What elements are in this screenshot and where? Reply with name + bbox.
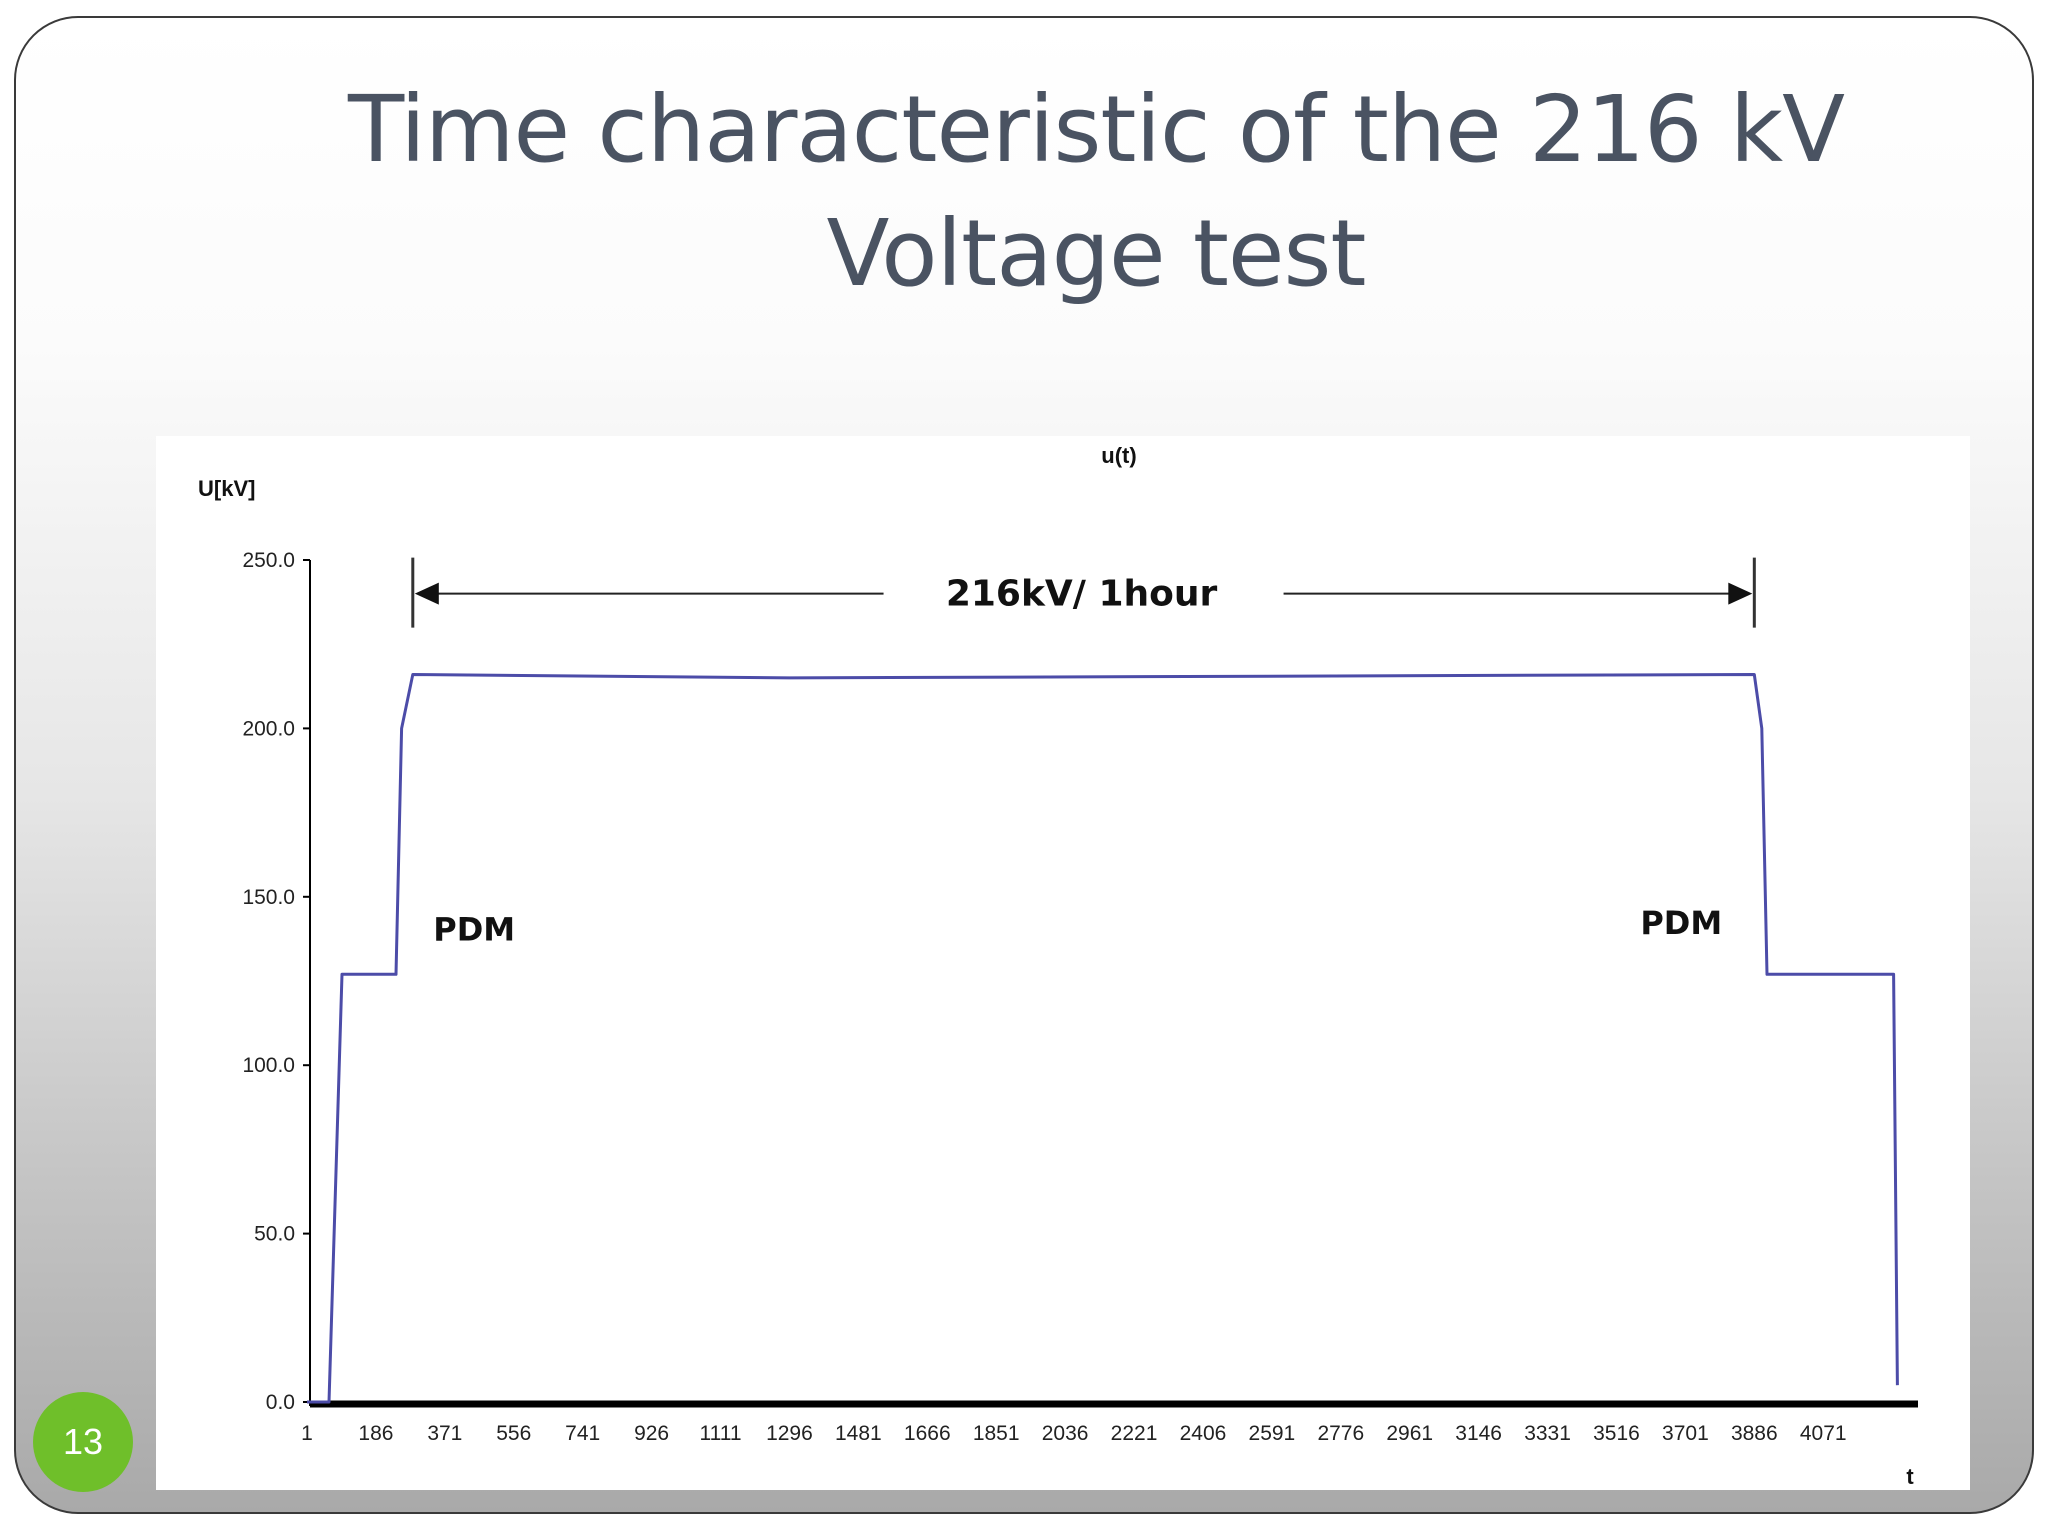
chart-panel: u(t) U[kV] t 0.0 50.0 100.0 150.0 200.0 250.0 1 18… xyxy=(156,436,1970,1490)
pdm-annotation: PDM xyxy=(433,911,515,949)
x-tick-label: 3701 xyxy=(1662,1422,1709,1445)
x-tick-label: 4071 xyxy=(1800,1422,1847,1445)
x-tick-label: 3516 xyxy=(1593,1422,1640,1445)
x-tick-label: 556 xyxy=(496,1422,531,1445)
pdm-annotation: PDM xyxy=(1640,904,1722,942)
arrow-right-head xyxy=(1728,582,1753,605)
y-tick-label: 250.0 xyxy=(242,549,295,572)
slide: Time characteristic of the 216 kV Voltag… xyxy=(14,16,2034,1514)
x-tick-label: 2221 xyxy=(1111,1422,1158,1445)
x-tick-label: 186 xyxy=(358,1422,393,1445)
x-tick-label: 371 xyxy=(427,1422,462,1445)
x-tick-label: 2591 xyxy=(1249,1422,1296,1445)
chart-title: u(t) xyxy=(1101,443,1136,468)
x-tick-label: 2036 xyxy=(1042,1422,1089,1445)
arrow-left-head xyxy=(414,582,439,605)
x-tick-label: 3331 xyxy=(1524,1422,1571,1445)
x-tick-label: 1111 xyxy=(699,1422,741,1445)
x-tick-label: 2776 xyxy=(1317,1422,1364,1445)
x-tick-label: 3146 xyxy=(1455,1422,1502,1445)
x-tick-label: 2961 xyxy=(1386,1422,1433,1445)
slide-title: Time characteristic of the 216 kV Voltag… xyxy=(347,76,1845,307)
x-tick-label: 1666 xyxy=(904,1422,951,1445)
y-tick-label: 0.0 xyxy=(266,1391,295,1414)
x-tick-label: 926 xyxy=(634,1422,669,1445)
voltage-series-line xyxy=(307,673,1899,1404)
x-tick-label: 1296 xyxy=(766,1422,813,1445)
x-tick-label: 1481 xyxy=(835,1422,882,1445)
y-tick-label: 150.0 xyxy=(242,886,295,909)
x-tick-label: 1851 xyxy=(973,1422,1020,1445)
x-tick-label: 2406 xyxy=(1180,1422,1227,1445)
y-tick-label: 100.0 xyxy=(242,1054,295,1077)
voltage-time-chart: u(t) U[kV] t 0.0 50.0 100.0 150.0 200.0 250.0 1 18… xyxy=(198,443,1918,1489)
x-tick-label: 741 xyxy=(565,1422,600,1445)
page-number-badge: 13 xyxy=(33,1392,133,1492)
y-tick-label: 200.0 xyxy=(242,717,295,740)
x-axis-title: t xyxy=(1906,1464,1914,1489)
y-axis-title: U[kV] xyxy=(198,476,255,501)
x-tick-label: 1 xyxy=(301,1422,313,1445)
x-tick-label: 3886 xyxy=(1731,1422,1778,1445)
y-tick-label: 50.0 xyxy=(254,1223,295,1246)
duration-annotation: 216kV/ 1hour xyxy=(946,574,1218,615)
